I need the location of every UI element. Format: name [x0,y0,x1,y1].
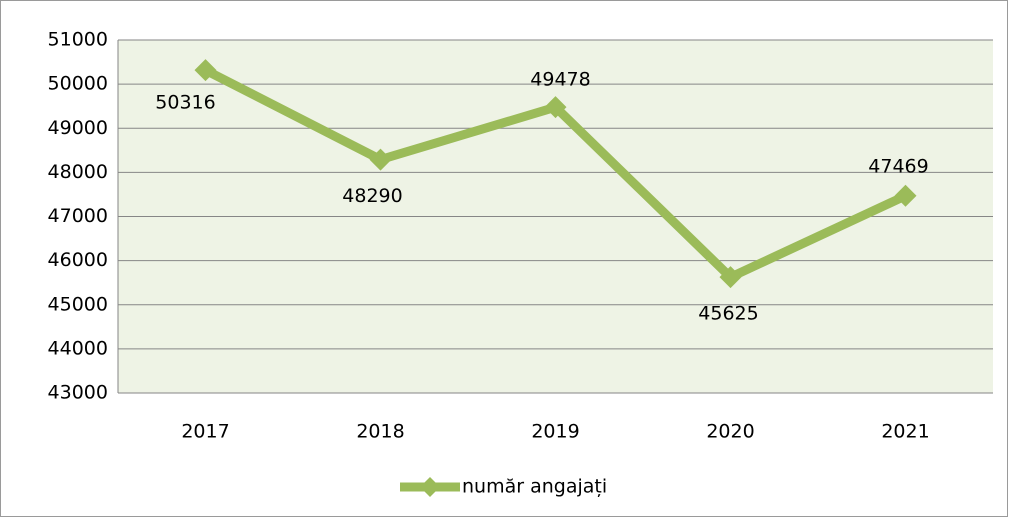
point-marker [194,59,217,82]
y-tick-label: 50000 [48,73,108,95]
x-tick-label: 2021 [881,421,929,443]
y-tick-label: 49000 [48,117,108,139]
data-label: 49478 [530,69,590,91]
x-tick-label: 2018 [356,421,404,443]
y-tick-label: 51000 [48,29,108,51]
y-tick-label: 44000 [48,337,108,359]
legend-label: număr angajați [462,476,607,498]
data-label: 45625 [698,303,758,325]
x-tick-label: 2020 [706,421,754,443]
x-tick-label: 2019 [531,421,579,443]
point-marker [369,148,392,171]
y-tick-label: 43000 [48,382,108,404]
point-marker [544,96,567,119]
y-tick-label: 47000 [48,205,108,227]
y-tick-label: 45000 [48,293,108,315]
data-label: 50316 [155,92,215,114]
x-tick-label: 2017 [181,421,229,443]
data-label: 48290 [342,185,402,207]
data-label: 47469 [868,155,928,177]
y-tick-label: 46000 [48,249,108,271]
point-marker [894,184,917,207]
y-tick-label: 48000 [48,161,108,183]
legend-marker [420,477,440,497]
point-marker [719,266,742,289]
